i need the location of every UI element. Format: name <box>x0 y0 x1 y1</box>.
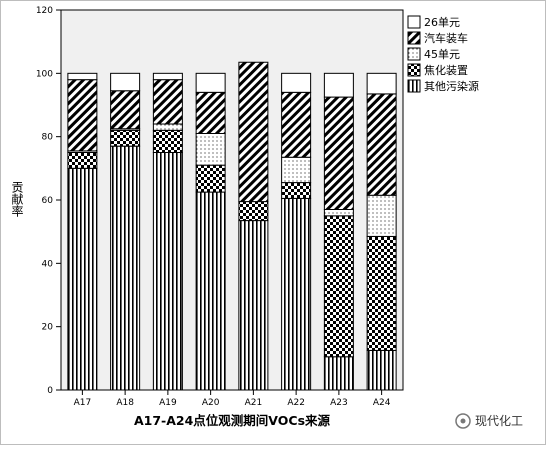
bar-a19-series-0 <box>152 152 183 391</box>
watermark: 现代化工 <box>455 413 523 429</box>
legend-label-1: 汽车装车 <box>424 31 468 45</box>
watermark-text: 现代化工 <box>475 414 523 428</box>
bar-a18-series-4 <box>110 72 141 92</box>
y-tick-label: 80 <box>42 133 54 143</box>
bar-a21-series-3 <box>238 61 269 203</box>
bar-a24-series-2 <box>366 194 397 237</box>
bar-a17-series-3 <box>67 79 98 152</box>
legend-label-2: 45单元 <box>424 48 460 61</box>
bar-a22-series-3 <box>281 91 312 158</box>
x-tick-label-a23: A23 <box>330 398 348 408</box>
x-tick-label-a22: A22 <box>287 398 305 408</box>
bar-a19-series-2 <box>152 123 183 131</box>
bar-a24-series-3 <box>366 93 397 196</box>
bar-a22-series-2 <box>281 156 312 184</box>
y-axis-title: 贡献率 <box>10 181 24 217</box>
bar-a19-series-1 <box>152 129 183 154</box>
bar-a17-series-0 <box>67 167 98 391</box>
legend-swatch-1 <box>407 31 421 45</box>
axes-layer: 0 20 40 60 80 100 120 A17 A18 A19 A20 A21 A22 A23 A24 <box>36 6 391 408</box>
y-tick-label: 120 <box>36 6 53 16</box>
x-tick-label-a20: A20 <box>202 398 220 408</box>
x-tick-label-a24: A24 <box>373 398 391 408</box>
bar-a18-series-3 <box>110 90 141 130</box>
y-tick-label: 60 <box>42 196 54 206</box>
bar-a21-series-0 <box>238 220 269 391</box>
bar-a19-series-4 <box>152 72 183 81</box>
bar-a17-series-4 <box>67 72 98 81</box>
bar-a20-series-0 <box>195 191 226 391</box>
bar-a23-series-3 <box>323 96 354 210</box>
legend-swatch-4 <box>407 79 421 93</box>
x-tick-label-a19: A19 <box>159 398 177 408</box>
bar-a22-series-4 <box>281 72 312 93</box>
legend-label-0: 26单元 <box>424 16 460 29</box>
bar-a23-series-1 <box>323 215 354 358</box>
watermark-logo-icon <box>455 413 471 429</box>
bars-layer <box>67 61 397 391</box>
bar-a20-series-2 <box>195 133 226 166</box>
bar-a18-series-1 <box>110 129 141 147</box>
bar-a23-series-4 <box>323 72 354 98</box>
y-tick-label: 100 <box>36 69 53 79</box>
x-axis-title: A17-A24点位观测期间VOCs来源 <box>134 413 331 428</box>
y-tick-label: 0 <box>47 386 53 396</box>
y-tick-label: 40 <box>42 259 54 269</box>
x-tick-label-a21: A21 <box>245 398 263 408</box>
bar-a20-series-1 <box>195 164 226 193</box>
legend-label-3: 焦化装置 <box>424 63 468 77</box>
bar-a19-series-3 <box>152 79 183 125</box>
bar-a24-series-1 <box>366 235 397 351</box>
bar-a20-series-3 <box>195 91 226 134</box>
bar-a23-series-0 <box>323 356 354 391</box>
bar-a24-series-0 <box>366 349 397 391</box>
x-tick-label-a18: A18 <box>116 398 134 408</box>
x-tick-label-a17: A17 <box>74 398 92 408</box>
bar-a22-series-0 <box>281 197 312 391</box>
bar-a17-series-1 <box>67 152 98 169</box>
bar-a24-series-4 <box>366 72 397 95</box>
legend-label-4: 其他污染源 <box>424 79 479 93</box>
bar-a21-series-1 <box>238 201 269 222</box>
bar-a22-series-1 <box>281 182 312 199</box>
bar-a18-series-0 <box>110 145 141 391</box>
legend-swatch-3 <box>407 63 421 77</box>
legend-swatch-2 <box>407 47 421 61</box>
legend-swatch-0 <box>407 15 421 29</box>
bar-a23-series-2 <box>323 209 354 217</box>
y-tick-label: 20 <box>42 323 54 333</box>
bar-a20-series-4 <box>195 72 226 93</box>
